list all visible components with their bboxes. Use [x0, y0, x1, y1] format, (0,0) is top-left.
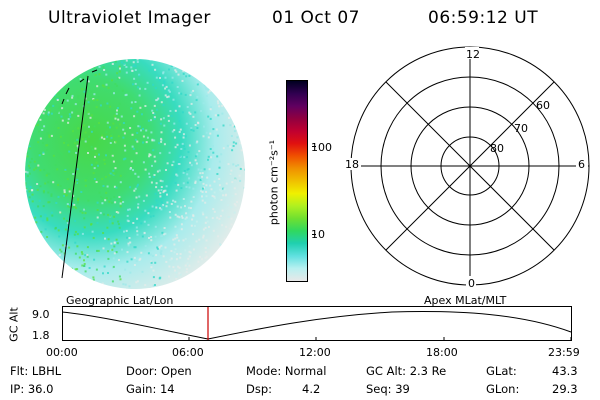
glon-value: 29.3	[552, 382, 578, 396]
mlt-label-0: 0	[468, 277, 475, 290]
colorbar-tick-10: 10	[311, 228, 325, 241]
color-bar	[286, 80, 308, 282]
terminator-line	[61, 75, 89, 279]
x-tick-2359: 23:59	[548, 346, 580, 359]
dsp-value: 4.2	[302, 382, 321, 396]
geo-title: Geographic Lat/Lon	[66, 294, 174, 307]
mlt-label-6: 6	[578, 158, 585, 171]
door-info: Door: Open	[126, 364, 192, 378]
mode-info: Mode: Normal	[246, 364, 327, 378]
date-label: 01 Oct 07	[272, 8, 360, 28]
altitude-timeline	[62, 306, 572, 341]
auroral-image	[25, 59, 245, 289]
altitude-curve	[62, 311, 572, 340]
glon-label: GLon:	[486, 382, 520, 396]
gain-info: Gain: 14	[126, 382, 175, 396]
apex-title: Apex MLat/MLT	[424, 294, 507, 307]
y-tick-1_8: 1.8	[32, 329, 50, 342]
glat-value: 43.3	[552, 364, 578, 378]
polar-grid: 12 18 6 0 60 70 80	[343, 46, 590, 290]
colorbar-tick-100: 100	[311, 141, 332, 154]
limb-marks	[61, 69, 98, 105]
instrument-title: Ultraviolet Imager	[48, 8, 211, 28]
colorbar-unit-label: photon cm⁻²s⁻¹	[267, 139, 281, 226]
mlt-label-18: 18	[345, 158, 359, 171]
x-tick-0600: 06:00	[172, 346, 204, 359]
gc-alt-info: GC Alt: 2.3 Re	[366, 364, 447, 378]
timeline-y-label: GC Alt	[7, 307, 21, 342]
lat-label-60: 60	[536, 99, 550, 112]
dsp-label: Dsp:	[246, 382, 273, 396]
x-tick-1200: 12:00	[299, 346, 331, 359]
mlt-label-12: 12	[466, 48, 480, 61]
ip-info: IP: 36.0	[10, 382, 54, 396]
lat-label-80: 80	[490, 142, 504, 155]
seq-info: Seq: 39	[366, 382, 410, 396]
x-tick-0000: 00:00	[46, 346, 78, 359]
glat-label: GLat:	[486, 364, 517, 378]
y-tick-9: 9.0	[32, 308, 50, 321]
x-tick-1800: 18:00	[426, 346, 458, 359]
lat-label-70: 70	[514, 122, 528, 135]
time-label: 06:59:12 UT	[428, 8, 539, 28]
filter-info: Flt: LBHL	[10, 364, 62, 378]
